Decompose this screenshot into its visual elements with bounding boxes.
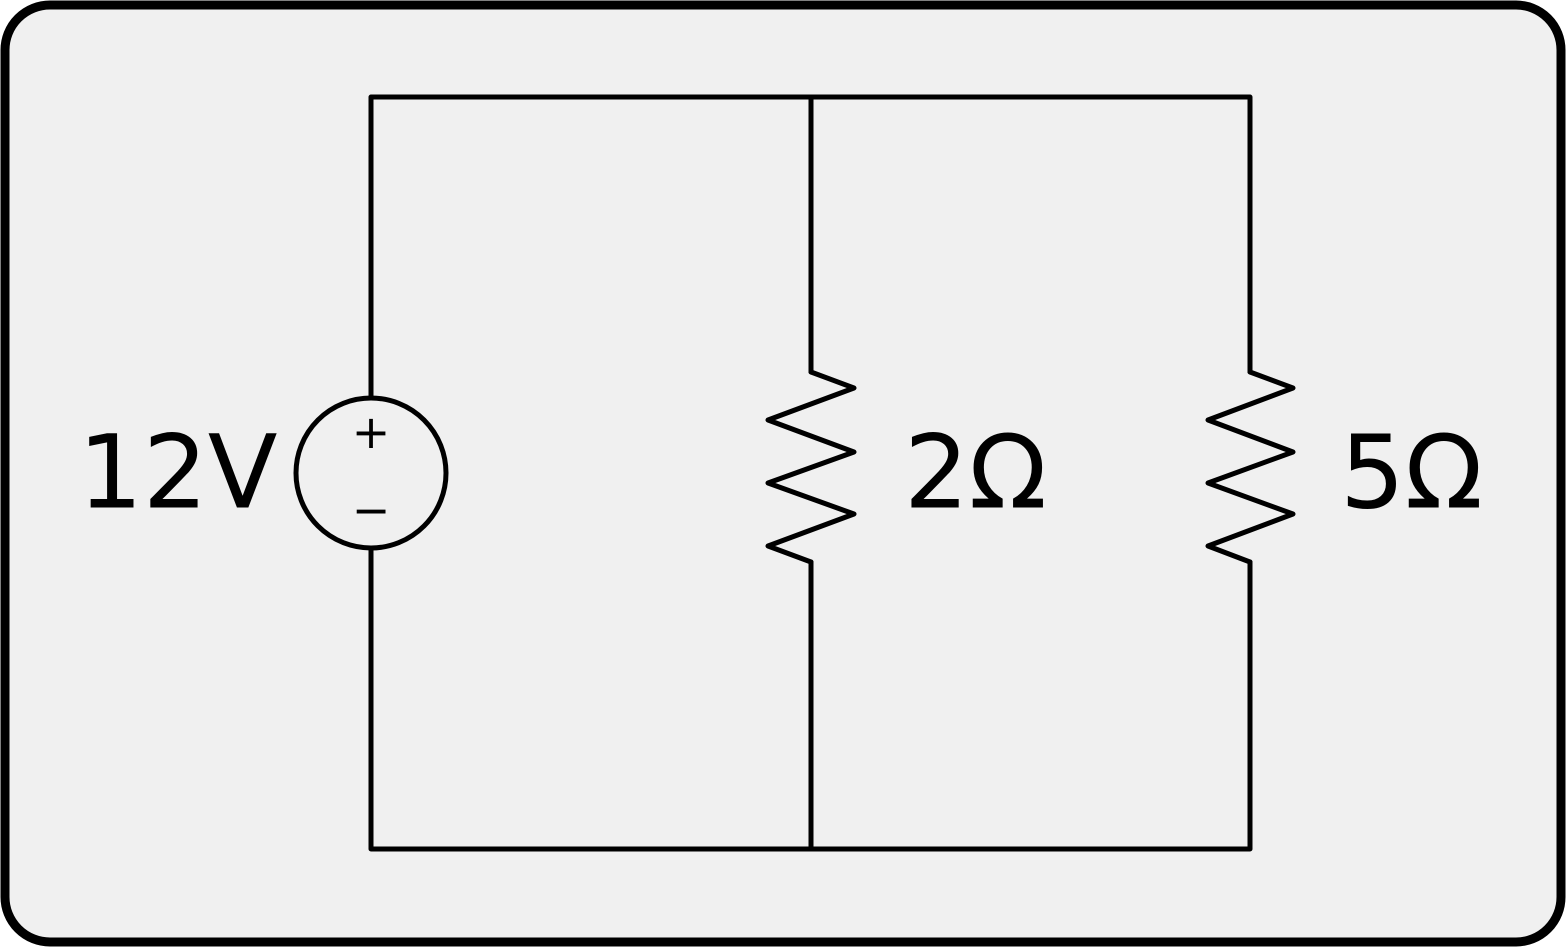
voltage-source-symbol — [293, 395, 449, 551]
voltage-source-minus: − — [352, 483, 391, 537]
resistor-2-label: 5Ω — [1340, 414, 1483, 533]
resistor-1-label: 2Ω — [904, 414, 1047, 533]
voltage-source-label: 12V — [78, 414, 278, 533]
voltage-source: + − — [293, 395, 449, 551]
resistor-2-symbol — [1205, 369, 1296, 565]
voltage-source-plus: + — [352, 405, 391, 459]
resistor-1-symbol — [765, 369, 857, 565]
